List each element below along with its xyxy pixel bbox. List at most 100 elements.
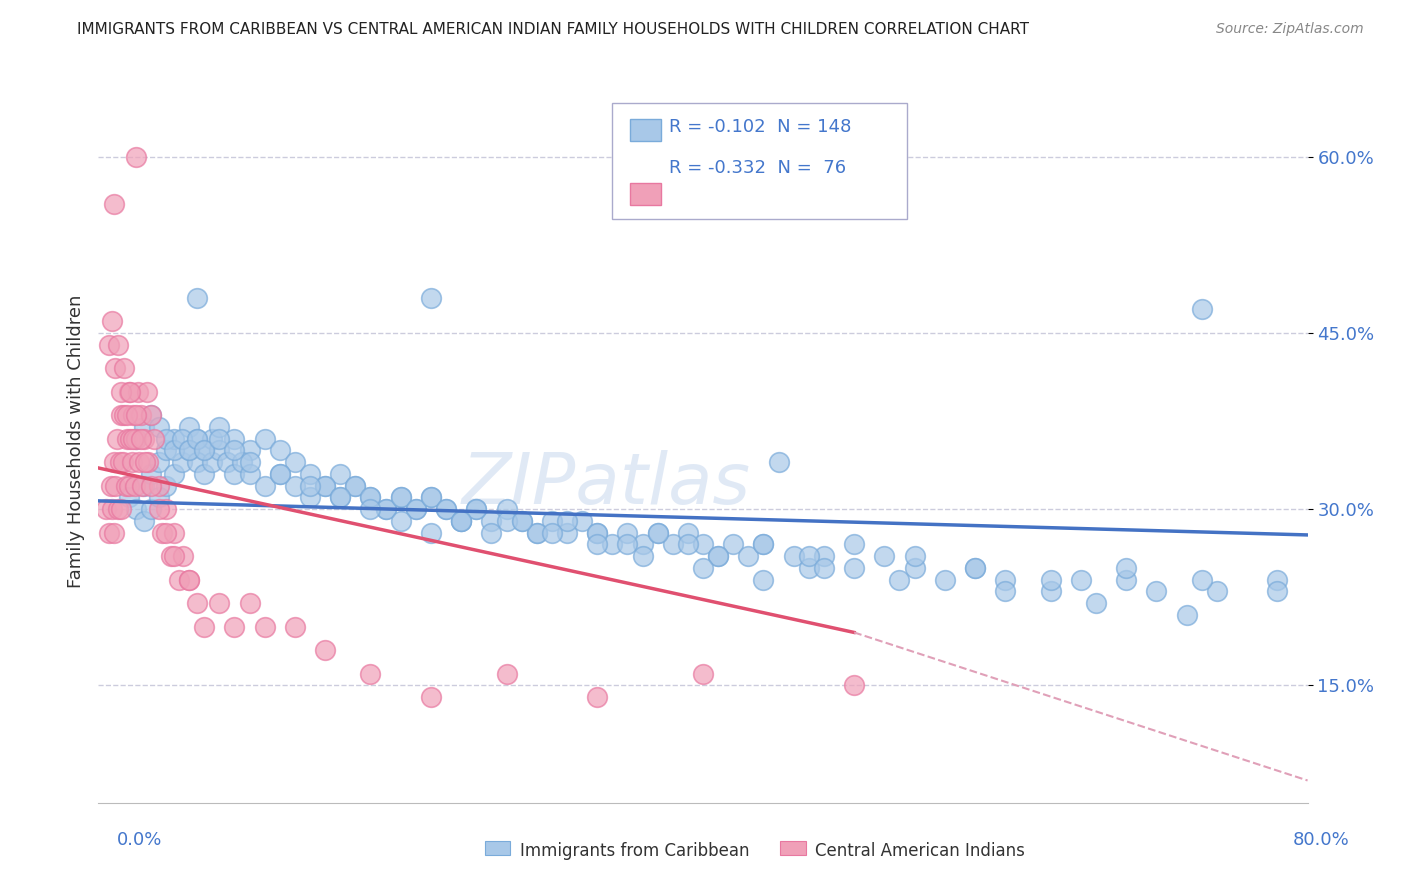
Point (676, 537, 699, 551)
Point (555, 525, 578, 540)
Point (647, 525, 669, 540)
Point (104, 361, 127, 376)
Point (118, 491, 141, 505)
Point (122, 432, 145, 446)
Point (170, 432, 193, 446)
Point (163, 443, 186, 458)
Point (586, 525, 609, 540)
Point (125, 432, 148, 446)
Point (239, 455, 262, 469)
Point (193, 467, 215, 481)
Point (314, 478, 336, 492)
Point (510, 514, 533, 528)
Point (994, 584, 1017, 599)
Point (1175, 607, 1198, 622)
Point (889, 573, 911, 587)
Point (193, 619, 215, 633)
Point (132, 420, 155, 434)
Point (132, 432, 155, 446)
Point (752, 537, 775, 551)
Point (450, 514, 472, 528)
Point (299, 491, 322, 505)
Point (647, 525, 669, 540)
Point (110, 408, 132, 422)
Point (692, 666, 714, 681)
Point (231, 455, 253, 469)
Point (167, 573, 190, 587)
Point (344, 478, 367, 492)
Point (420, 491, 443, 505)
Point (965, 561, 987, 575)
Point (965, 561, 987, 575)
Text: IMMIGRANTS FROM CARIBBEAN VS CENTRAL AMERICAN INDIAN FAMILY HOUSEHOLDS WITH CHIL: IMMIGRANTS FROM CARIBBEAN VS CENTRAL AME… (77, 22, 1029, 37)
Point (420, 690, 443, 704)
Y-axis label: Family Households with Children: Family Households with Children (66, 295, 84, 588)
Point (125, 502, 148, 516)
Point (844, 537, 866, 551)
Point (495, 514, 517, 528)
Point (129, 432, 152, 446)
Point (110, 502, 132, 516)
Point (127, 384, 149, 399)
Point (125, 408, 148, 422)
Point (131, 478, 153, 492)
Point (540, 514, 562, 528)
Point (208, 596, 231, 610)
Point (602, 537, 624, 551)
Point (155, 443, 177, 458)
Point (571, 514, 593, 528)
Point (179, 420, 201, 434)
Point (112, 408, 135, 422)
Point (215, 455, 238, 469)
Point (284, 619, 307, 633)
Point (465, 502, 488, 516)
Point (186, 432, 208, 446)
Point (510, 514, 533, 528)
Point (586, 525, 609, 540)
Point (360, 666, 382, 681)
Point (904, 549, 927, 563)
Point (481, 514, 503, 528)
Point (1267, 584, 1289, 599)
Point (253, 619, 276, 633)
Point (141, 478, 163, 492)
Point (179, 573, 201, 587)
Point (420, 291, 443, 305)
Point (101, 502, 124, 516)
Point (269, 467, 291, 481)
Point (172, 549, 194, 563)
Point (813, 561, 835, 575)
Point (179, 443, 201, 458)
Point (616, 537, 638, 551)
Point (661, 537, 683, 551)
Point (115, 432, 138, 446)
Point (314, 478, 336, 492)
Point (104, 478, 127, 492)
Point (125, 150, 148, 164)
Point (405, 502, 427, 516)
Point (314, 643, 336, 657)
Point (98, 337, 121, 351)
Point (360, 491, 382, 505)
Point (208, 432, 231, 446)
Point (269, 443, 291, 458)
Point (107, 337, 129, 351)
Point (495, 666, 517, 681)
Point (269, 467, 291, 481)
Point (450, 514, 472, 528)
Point (465, 502, 488, 516)
Text: 80.0%: 80.0% (1294, 831, 1350, 849)
Point (1070, 573, 1092, 587)
Point (374, 502, 396, 516)
Point (253, 432, 276, 446)
Point (112, 361, 135, 376)
Point (132, 514, 155, 528)
Point (148, 478, 170, 492)
Point (179, 443, 201, 458)
Point (101, 314, 124, 328)
Point (155, 432, 177, 446)
Point (105, 432, 128, 446)
Point (134, 455, 156, 469)
Point (495, 502, 517, 516)
Point (193, 443, 215, 458)
